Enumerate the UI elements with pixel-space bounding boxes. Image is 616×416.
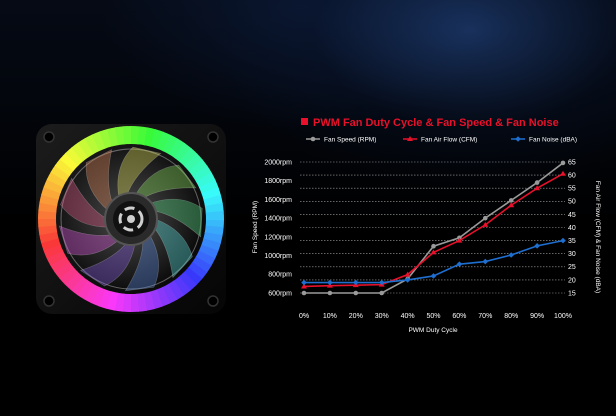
x-axis: 0% 10% 20% 30% 40% 50% 60% 70% 80% 90% 100% <box>299 313 572 320</box>
x-tick-label: 10% <box>323 313 337 320</box>
data-point <box>456 261 463 267</box>
series-3 <box>301 237 566 286</box>
series-group <box>301 160 566 296</box>
data-point <box>404 277 411 283</box>
data-point <box>327 290 333 296</box>
legend: Fan Speed (RPM) Fan Air Flow (CFM) Fan Noi… <box>306 136 577 143</box>
data-point <box>301 290 307 296</box>
y-left-tick-label: 1000rpm <box>264 253 292 260</box>
y-right-tick-label: 60 <box>568 173 576 180</box>
legend-label: Fan Noise (dBA) <box>529 136 577 143</box>
data-point <box>430 249 437 255</box>
y-axis-left-label: Fan Speed (RPM) <box>252 201 259 253</box>
data-point <box>560 237 566 244</box>
data-point <box>534 180 540 185</box>
x-tick-label: 100% <box>554 313 572 320</box>
y-left-tick-label: 1800rpm <box>264 178 292 185</box>
x-tick-label: 60% <box>452 313 466 320</box>
legend-item-3: Fan Noise (dBA) <box>511 136 577 143</box>
legend-marker <box>310 136 316 142</box>
data-point <box>482 258 489 265</box>
data-point <box>301 279 307 286</box>
data-point <box>534 185 541 191</box>
legend-marker <box>515 136 521 142</box>
chart-title: PWM Fan Duty Cycle & Fan Speed & Fan Noi… <box>313 117 559 129</box>
data-point <box>378 279 385 286</box>
data-point <box>379 290 385 296</box>
y-right-tick-label: 65 <box>568 159 576 166</box>
data-point <box>301 283 307 289</box>
data-point <box>404 271 411 277</box>
y-right-tick-label: 30 <box>568 251 576 258</box>
y-right-tick-label: 55 <box>568 186 576 193</box>
data-point <box>508 252 514 258</box>
data-point <box>431 243 436 249</box>
y-right-tick-label: 35 <box>568 238 576 245</box>
x-axis-label: PWM Duty Cycle <box>408 327 458 334</box>
title-bullet <box>301 118 308 125</box>
x-tick-label: 70% <box>478 313 492 320</box>
data-point <box>353 279 359 286</box>
data-point <box>456 237 463 243</box>
series-2 <box>301 170 566 289</box>
legend-marker <box>407 136 413 141</box>
x-tick-label: 20% <box>349 313 363 320</box>
x-tick-label: 0% <box>299 313 309 320</box>
y-left-tick-label: 600rpm <box>268 290 292 297</box>
legend-label: Fan Speed (RPM) <box>324 136 376 143</box>
legend-label: Fan Air Flow (CFM) <box>421 136 477 143</box>
y-axis-right: 15 20 25 30 35 40 45 50 55 60 65 <box>568 159 576 297</box>
legend-item-2: Fan Air Flow (CFM) <box>403 136 477 143</box>
data-point <box>560 160 566 166</box>
data-point <box>560 170 566 176</box>
gridlines <box>300 161 565 294</box>
y-right-tick-label: 50 <box>568 199 576 206</box>
y-right-tick-label: 40 <box>568 225 576 232</box>
y-left-tick-label: 1200rpm <box>264 234 292 241</box>
data-point <box>482 221 489 227</box>
y-left-tick-label: 1600rpm <box>264 197 292 204</box>
x-tick-label: 80% <box>504 313 518 320</box>
y-left-tick-label: 2000rpm <box>264 159 292 166</box>
y-axis-left: 600rpm 800rpm 1000rpm 1200rpm 1400rpm 1600rpm… <box>264 159 292 297</box>
data-point <box>353 290 359 296</box>
data-point <box>508 198 514 203</box>
x-tick-label: 50% <box>426 313 440 320</box>
x-tick-label: 40% <box>401 313 415 320</box>
x-tick-label: 90% <box>530 313 544 320</box>
data-point <box>508 202 515 208</box>
y-left-tick-label: 800rpm <box>268 272 292 279</box>
y-right-tick-label: 20 <box>568 277 576 284</box>
data-point <box>534 243 540 249</box>
x-tick-label: 30% <box>375 313 389 320</box>
data-point <box>430 273 437 279</box>
y-right-tick-label: 15 <box>568 290 576 297</box>
y-right-tick-label: 45 <box>568 212 576 219</box>
y-axis-right-label: Fan Air Flow (CFM) & Fan Noise (dBA) <box>594 181 601 293</box>
data-point <box>327 279 333 286</box>
legend-item-1: Fan Speed (RPM) <box>306 136 376 143</box>
data-point <box>483 215 488 221</box>
y-left-tick-label: 1400rpm <box>264 216 292 223</box>
y-right-tick-label: 25 <box>568 264 576 271</box>
